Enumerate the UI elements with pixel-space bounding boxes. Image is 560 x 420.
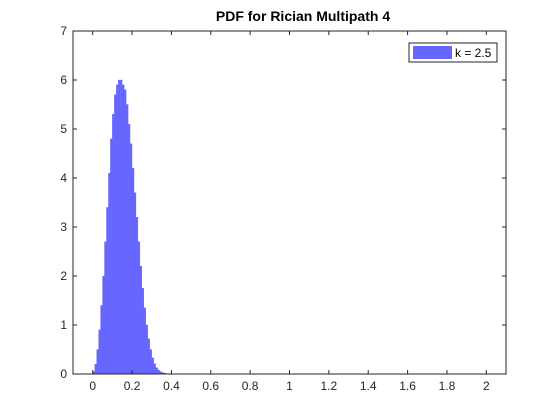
histogram-bar (98, 329, 101, 375)
x-tick-label: 0.2 (124, 379, 141, 393)
histogram-bar (118, 79, 121, 375)
y-tick-label: 2 (60, 269, 67, 283)
x-tick-label: 1.8 (439, 379, 456, 393)
histogram-bar (96, 349, 99, 375)
histogram-bar (149, 349, 152, 375)
histogram-bar (108, 172, 111, 375)
histogram-bar (141, 288, 145, 375)
x-tick-label: 0.6 (202, 379, 219, 393)
histogram-bar (145, 324, 148, 375)
histogram-bar (153, 363, 156, 375)
bars-group (92, 79, 172, 375)
histogram-bar (133, 192, 137, 375)
histogram-bar (106, 207, 109, 375)
histogram-bar (116, 84, 119, 375)
x-tick-label: 1.4 (360, 379, 377, 393)
histogram-bar (110, 138, 113, 375)
legend-swatch (413, 46, 452, 59)
x-tick-label: 0.8 (242, 379, 259, 393)
y-axis: 0 1 2 3 4 5 6 7 (60, 24, 506, 381)
chart-title: PDF for Rician Multipath 4 (216, 8, 390, 24)
histogram-bar (135, 217, 139, 375)
histogram-bar (129, 143, 133, 375)
y-tick-label: 7 (60, 24, 67, 38)
x-tick-label: 0 (89, 379, 96, 393)
x-tick-label: 2 (483, 379, 490, 393)
y-tick-label: 5 (60, 122, 67, 136)
y-tick-label: 0 (60, 367, 67, 381)
y-tick-label: 4 (60, 171, 67, 185)
legend-label: k = 2.5 (455, 46, 492, 60)
histogram-bar (131, 168, 135, 375)
x-axis: 0 0.2 0.4 0.6 0.8 1 1.2 1.4 1.6 1.8 2 (89, 31, 490, 393)
histogram-bar (139, 266, 143, 375)
y-tick-label: 3 (60, 220, 67, 234)
x-tick-label: 1.2 (321, 379, 338, 393)
histogram-bar (102, 275, 105, 375)
y-tick-label: 1 (60, 318, 67, 332)
histogram-bar (124, 89, 127, 375)
histogram-bar (157, 369, 160, 375)
x-tick-label: 1.6 (399, 379, 416, 393)
histogram-bar (120, 79, 123, 375)
legend: k = 2.5 (408, 42, 498, 63)
y-tick-label: 6 (60, 73, 67, 87)
histogram-bar (94, 364, 97, 375)
x-tick-label: 1 (286, 379, 293, 393)
histogram-bar (147, 338, 150, 375)
histogram-bar (112, 114, 115, 375)
histogram-bar (151, 357, 154, 375)
histogram-bar (114, 94, 117, 375)
histogram-bar (127, 123, 131, 375)
histogram-bar (122, 84, 125, 375)
histogram-bar (125, 104, 129, 375)
histogram-bar (155, 367, 158, 375)
histogram-bar (143, 307, 146, 375)
histogram-bar (137, 241, 141, 375)
x-tick-label: 0.4 (163, 379, 180, 393)
histogram-bar (104, 241, 107, 375)
histogram-bar (100, 305, 103, 375)
